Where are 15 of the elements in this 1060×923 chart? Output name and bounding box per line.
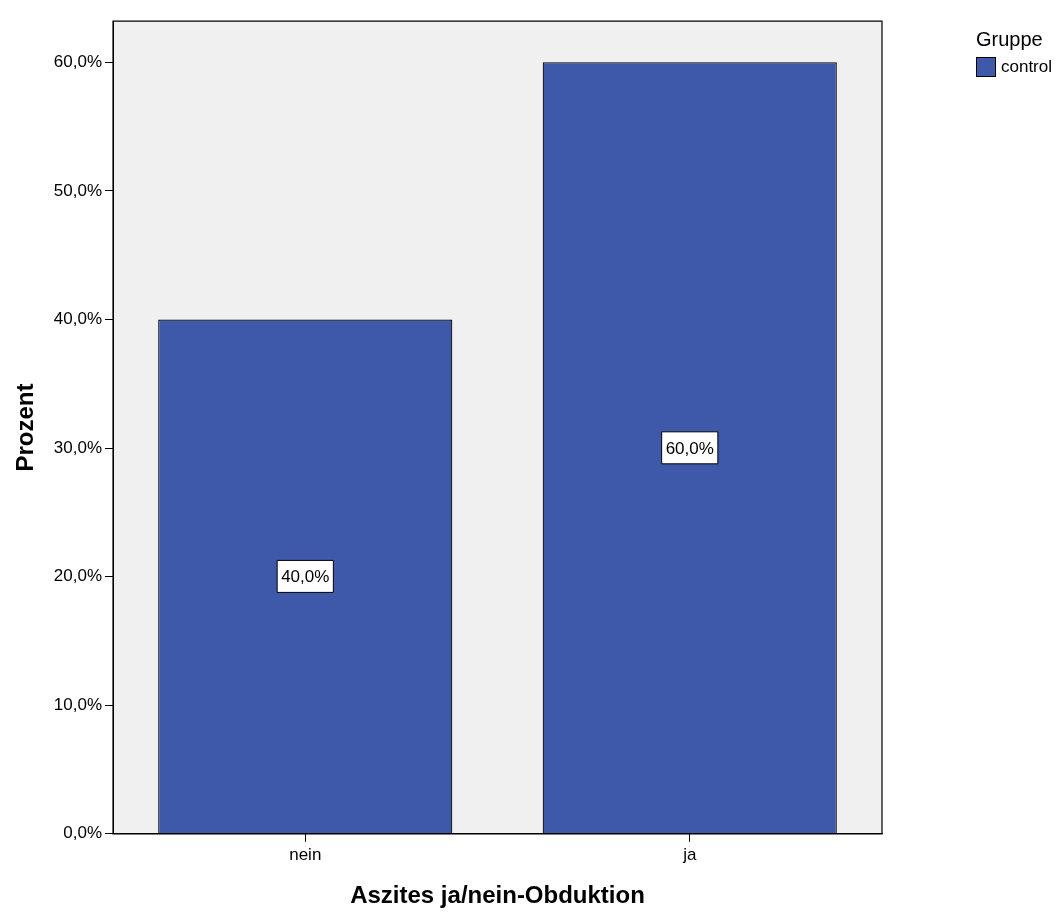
- legend-title: Gruppe: [975, 28, 1044, 51]
- x-axis-title: Aszites ja/nein-Obduktion: [350, 881, 645, 909]
- y-tick-label: 10,0%: [53, 694, 102, 714]
- y-tick-label: 0,0%: [63, 823, 102, 843]
- data-label: 40,0%: [281, 567, 330, 587]
- text: control: [1000, 57, 1052, 77]
- y-tick-label: 60,0%: [53, 52, 102, 72]
- y-axis-title: Prozent: [11, 383, 39, 472]
- y-tick-label: 50,0%: [53, 180, 102, 200]
- y-tick-label: 30,0%: [53, 437, 102, 457]
- y-tick-label: 20,0%: [53, 566, 102, 586]
- x-tick-label: ja: [682, 844, 697, 864]
- y-tick-label: 40,0%: [53, 309, 102, 329]
- data-label: 60,0%: [665, 438, 714, 458]
- x-tick-label: nein: [289, 844, 322, 864]
